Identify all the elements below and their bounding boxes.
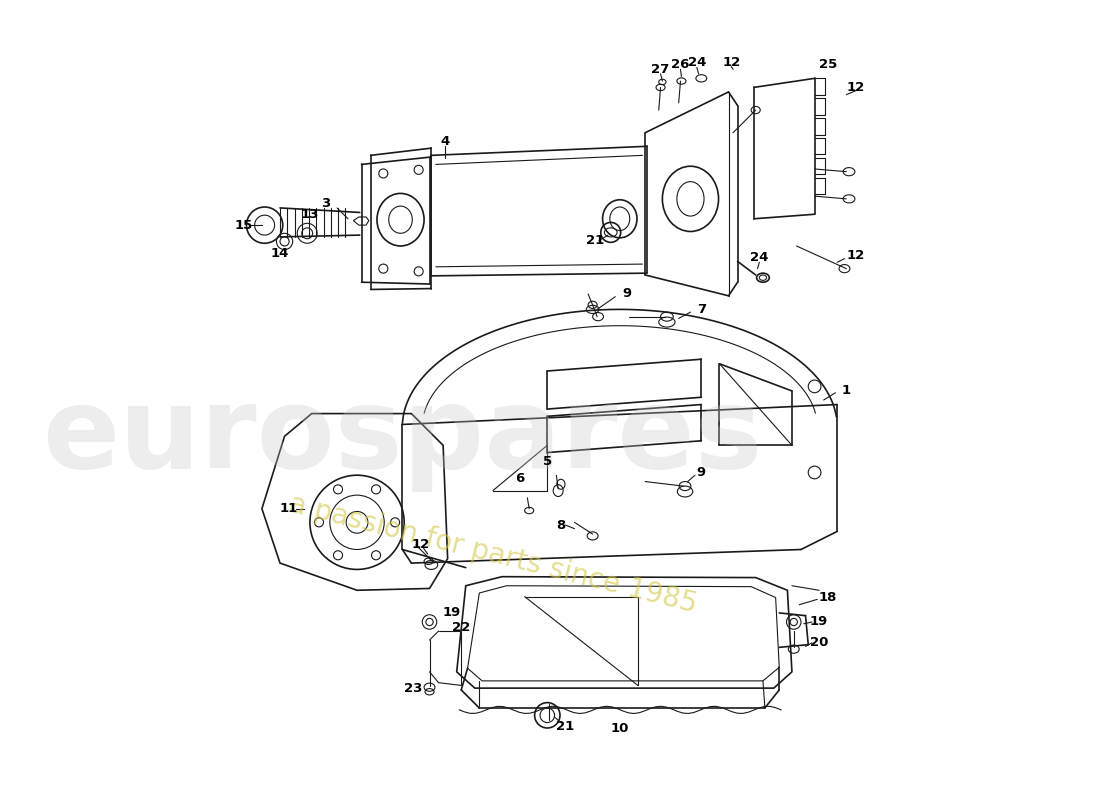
Text: 23: 23 — [404, 682, 422, 694]
Text: 15: 15 — [234, 218, 253, 232]
Text: 1: 1 — [842, 385, 851, 398]
Text: 19: 19 — [442, 606, 461, 618]
Text: a passion for parts since 1985: a passion for parts since 1985 — [286, 490, 700, 618]
Text: 26: 26 — [671, 58, 690, 71]
Text: 9: 9 — [623, 287, 631, 301]
Text: 21: 21 — [586, 234, 605, 247]
Text: 19: 19 — [810, 614, 828, 627]
Text: 5: 5 — [542, 455, 552, 468]
Text: 3: 3 — [321, 197, 330, 210]
Text: 22: 22 — [452, 621, 471, 634]
Text: 4: 4 — [440, 135, 450, 148]
Text: 12: 12 — [846, 249, 865, 262]
Text: 25: 25 — [820, 58, 837, 71]
Text: 6: 6 — [516, 472, 525, 486]
Text: eurospares: eurospares — [42, 381, 762, 492]
Text: 21: 21 — [557, 720, 574, 733]
Text: 24: 24 — [750, 251, 769, 264]
Text: 8: 8 — [557, 518, 565, 531]
Text: 14: 14 — [271, 246, 289, 260]
Text: 11: 11 — [280, 502, 298, 515]
Text: 7: 7 — [696, 303, 706, 316]
Text: 12: 12 — [722, 55, 740, 69]
Text: 9: 9 — [696, 466, 706, 479]
Text: 20: 20 — [810, 636, 828, 650]
Text: 12: 12 — [411, 538, 430, 551]
Text: 12: 12 — [846, 81, 865, 94]
Text: 24: 24 — [688, 57, 706, 70]
Text: 10: 10 — [610, 722, 629, 735]
Text: 27: 27 — [651, 62, 670, 76]
Text: 18: 18 — [820, 591, 837, 604]
Text: 13: 13 — [300, 208, 319, 221]
